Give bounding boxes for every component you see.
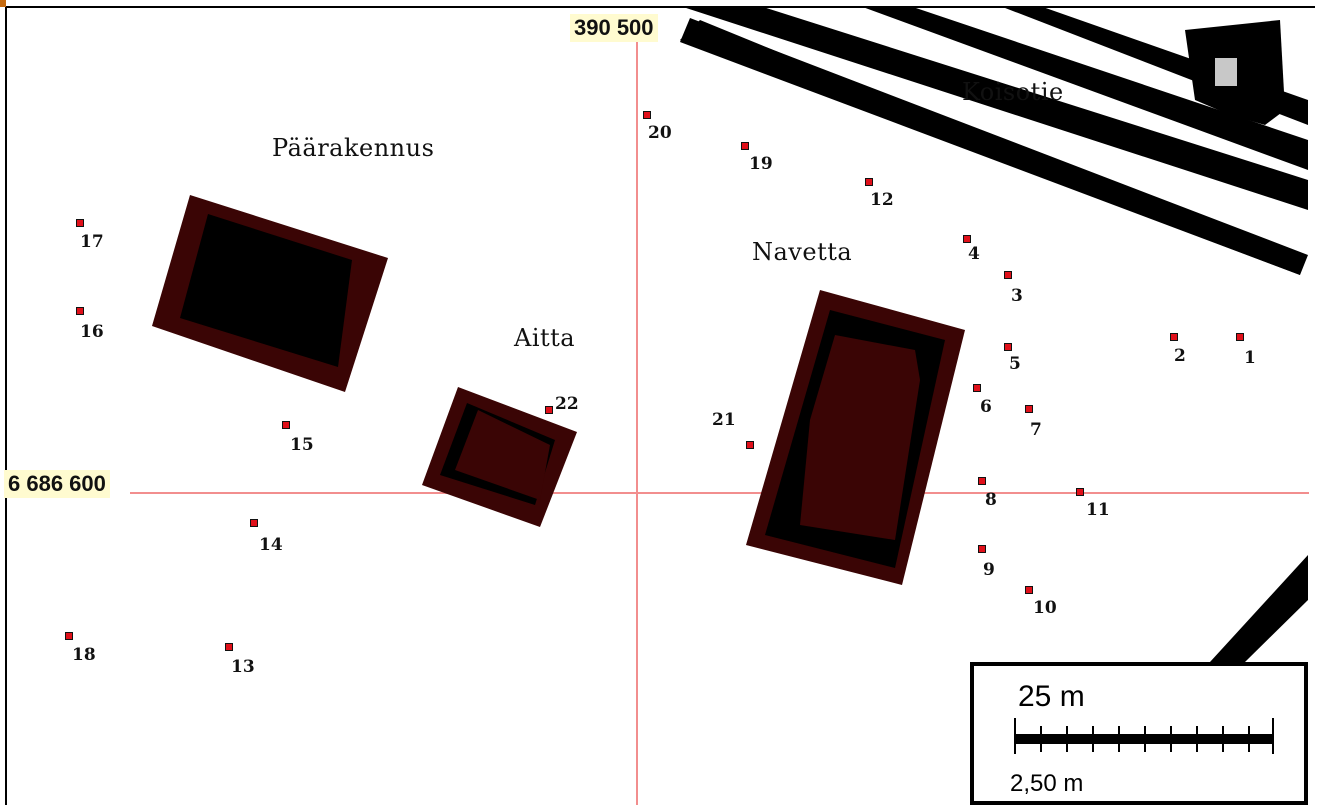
marker-14[interactable]	[250, 519, 258, 527]
marker-label-12: 12	[870, 190, 894, 210]
marker-2[interactable]	[1170, 333, 1178, 341]
road-koisotie	[680, 6, 1308, 662]
marker-label-16: 16	[80, 322, 104, 342]
place-label-paarakennus: Päärakennus	[272, 134, 435, 162]
marker-label-19: 19	[749, 154, 773, 174]
marker-label-11: 11	[1086, 500, 1110, 520]
marker-label-10: 10	[1033, 598, 1057, 618]
marker-label-7: 7	[1030, 420, 1042, 440]
marker-1[interactable]	[1236, 333, 1244, 341]
marker-6[interactable]	[973, 384, 981, 392]
marker-9[interactable]	[978, 545, 986, 553]
marker-7[interactable]	[1025, 405, 1033, 413]
marker-label-17: 17	[80, 232, 104, 252]
marker-label-9: 9	[983, 560, 995, 580]
building-navetta	[746, 290, 965, 585]
marker-5[interactable]	[1004, 343, 1012, 351]
marker-label-4: 4	[968, 244, 980, 264]
marker-label-2: 2	[1174, 346, 1186, 366]
marker-4[interactable]	[963, 235, 971, 243]
marker-label-18: 18	[72, 645, 96, 665]
marker-label-1: 1	[1244, 348, 1256, 368]
easting-label: 390 500	[570, 14, 658, 42]
marker-3[interactable]	[1004, 271, 1012, 279]
map-frame-left	[5, 6, 7, 805]
marker-19[interactable]	[741, 142, 749, 150]
marker-11[interactable]	[1076, 488, 1084, 496]
building-aitta	[422, 387, 577, 527]
scale-bar-interval: 2,50 m	[1010, 770, 1084, 797]
marker-16[interactable]	[76, 307, 84, 315]
marker-label-8: 8	[985, 490, 997, 510]
marker-15[interactable]	[282, 421, 290, 429]
scale-bar-label: 25 m	[1018, 680, 1085, 713]
marker-18[interactable]	[65, 632, 73, 640]
marker-21[interactable]	[746, 441, 754, 449]
marker-10[interactable]	[1025, 586, 1033, 594]
marker-label-3: 3	[1011, 286, 1023, 306]
scale-bar-box: 25 m 2,50 m	[970, 662, 1308, 805]
marker-label-13: 13	[231, 657, 255, 677]
marker-8[interactable]	[978, 477, 986, 485]
marker-22[interactable]	[545, 406, 553, 414]
marker-20[interactable]	[643, 111, 651, 119]
scale-bar-graphic	[1014, 718, 1274, 754]
marker-label-20: 20	[648, 123, 672, 143]
marker-12[interactable]	[865, 178, 873, 186]
marker-label-6: 6	[980, 397, 992, 417]
marker-label-5: 5	[1009, 354, 1021, 374]
marker-17[interactable]	[76, 219, 84, 227]
marker-label-14: 14	[259, 535, 283, 555]
map-frame-top	[5, 6, 1315, 8]
northing-label: 6 686 600	[4, 470, 110, 498]
marker-label-15: 15	[290, 435, 314, 455]
place-label-koisotie: Koisotie	[962, 78, 1064, 106]
place-label-aitta: Aitta	[514, 324, 576, 352]
place-label-navetta: Navetta	[752, 238, 853, 266]
marker-label-21: 21	[712, 410, 736, 430]
corner-marker	[0, 0, 6, 7]
marker-label-22: 22	[555, 394, 579, 414]
marker-13[interactable]	[225, 643, 233, 651]
building-paarakennus	[152, 195, 388, 392]
